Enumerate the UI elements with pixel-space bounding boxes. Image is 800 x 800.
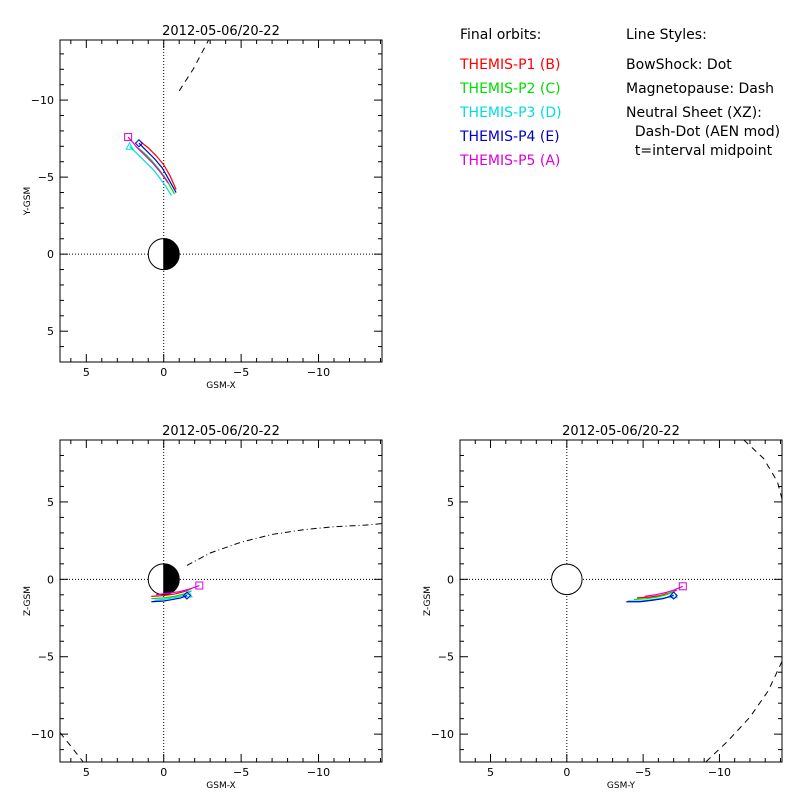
x-axis-label: GSM-X <box>206 381 235 391</box>
neutral-sheet-line <box>186 523 382 566</box>
legend-entry-1: THEMIS-P1 (B) <box>460 57 561 73</box>
orbit-track-2 <box>633 591 674 601</box>
plot-title: 2012-05-06/20-22 <box>562 424 680 439</box>
orbit-track-5 <box>127 136 169 184</box>
x-tick-label: 0 <box>160 366 167 379</box>
orbit-end-marker-diamond <box>182 591 192 600</box>
x-tick-label: 5 <box>83 766 90 779</box>
magnetopause-line <box>705 661 782 762</box>
plot-1: 2012-05-06/20-22 5 0 −5 −10 5 0 −5 −10 GSM-X Y-GSM <box>23 24 383 391</box>
y-tick-label: −5 <box>438 651 454 664</box>
plot-title: 2012-05-06/20-22 <box>162 24 280 39</box>
x-tick-label: −10 <box>307 366 330 379</box>
line-style-entry-2: Magnetopause: Dash <box>626 81 775 97</box>
orbit-track-4 <box>151 595 188 603</box>
orbit-track-4 <box>138 142 177 193</box>
orbit-end-marker-square <box>124 133 133 142</box>
y-tick-label: 5 <box>47 496 54 509</box>
legend-entry-4: THEMIS-P4 (E) <box>460 129 560 145</box>
orbit-track-4 <box>626 595 674 603</box>
orbit-end-marker-triangle <box>669 590 678 599</box>
orbit-end-marker-triangle <box>125 141 135 150</box>
x-tick-label: −10 <box>307 766 330 779</box>
plot-frame <box>459 439 783 763</box>
orbit-track-3 <box>129 145 172 196</box>
plot-frame <box>59 39 383 363</box>
legend-entry-5: THEMIS-P5 (A) <box>460 153 561 169</box>
orbit-track-1 <box>151 588 192 597</box>
plot-3: 2012-05-06/20-22 5 0 −5 −10 5 0 −5 −10 GSM-Y Z-GSM <box>423 424 783 791</box>
plot-frame <box>59 439 383 763</box>
legend-heading: Final orbits: <box>460 27 542 43</box>
y-tick-label: 5 <box>47 325 54 338</box>
line-style-entry-5: t=interval midpoint <box>626 143 773 159</box>
magnetopause-line <box>60 732 84 762</box>
x-tick-label: 0 <box>160 766 167 779</box>
line-style-entry-3: Neutral Sheet (XZ): <box>626 105 762 121</box>
legend-entry-2: THEMIS-P2 (C) <box>460 81 561 97</box>
orbit-track-2 <box>135 145 176 195</box>
y-tick-label: −10 <box>31 94 54 107</box>
y-tick-label: −10 <box>431 728 454 741</box>
line-styles-heading: Line Styles: <box>626 27 707 43</box>
earth-night-side <box>163 238 180 271</box>
orbit-track-5 <box>644 585 684 597</box>
x-tick-label: −5 <box>635 766 651 779</box>
earth <box>551 563 583 596</box>
orbit-end-marker-square <box>678 582 687 591</box>
x-tick-label: −5 <box>233 366 249 379</box>
orbit-end-marker-diamond <box>134 139 144 148</box>
line-style-entry-1: BowShock: Dot <box>626 57 732 73</box>
y-axis-label: Y-GSM <box>23 187 33 216</box>
plot-title: 2012-05-06/20-22 <box>162 424 280 439</box>
orbit-end-marker-square <box>195 581 204 590</box>
plot-area <box>60 440 382 762</box>
orbit-track-1 <box>140 141 177 190</box>
magnetopause-line <box>743 440 782 499</box>
x-tick-label: 0 <box>563 766 570 779</box>
x-tick-label: 5 <box>487 766 494 779</box>
line-style-entry-4: Dash-Dot (AEN mod) <box>626 124 781 140</box>
x-tick-label: 5 <box>83 366 90 379</box>
y-tick-label: 0 <box>47 573 54 586</box>
y-tick-label: −10 <box>31 728 54 741</box>
y-tick-label: −5 <box>38 651 54 664</box>
x-axis-label: GSM-X <box>206 781 235 791</box>
x-tick-label: −10 <box>708 766 731 779</box>
plot-area <box>60 40 382 362</box>
x-tick-label: −5 <box>233 766 249 779</box>
y-axis-label: Z-GSM <box>423 586 433 616</box>
earth-night-side <box>163 563 180 596</box>
x-axis-label: GSM-Y <box>607 781 636 791</box>
plot-2: 2012-05-06/20-22 5 0 −5 −10 5 0 −5 −10 GSM-X Z-GSM <box>23 424 383 791</box>
y-tick-label: 0 <box>447 573 454 586</box>
y-tick-label: 0 <box>47 248 54 261</box>
magnetopause-line <box>178 40 210 92</box>
legend-entry-3: THEMIS-P3 (D) <box>460 105 562 121</box>
orbit-end-marker-diamond <box>669 591 678 600</box>
orbit-track-5 <box>155 584 200 596</box>
y-tick-label: 5 <box>447 496 454 509</box>
y-axis-label: Z-GSM <box>23 586 33 616</box>
y-tick-label: −5 <box>38 171 54 184</box>
plot-area <box>460 440 782 762</box>
